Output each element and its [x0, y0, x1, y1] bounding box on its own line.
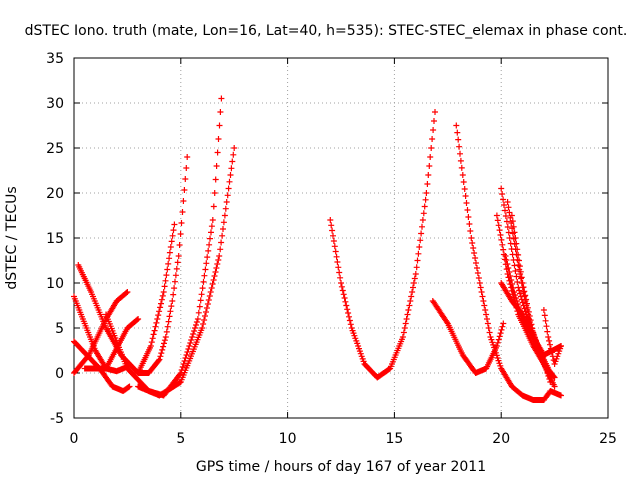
y-axis-label: dSTEC / TECUs	[4, 186, 20, 289]
x-tick-label: 15	[385, 431, 403, 447]
data-series	[540, 307, 564, 367]
series-markers	[135, 145, 238, 399]
data-series	[498, 280, 554, 385]
data-marks	[71, 95, 564, 403]
y-tick-label: 10	[46, 276, 64, 292]
y-tick-label: 5	[55, 321, 64, 337]
x-tick-label: 0	[70, 431, 79, 447]
data-series	[81, 316, 142, 372]
data-series	[135, 145, 238, 399]
y-tick-label: 30	[46, 96, 64, 112]
y-tick-label: 35	[46, 51, 64, 67]
series-markers	[71, 289, 131, 376]
x-tick-label: 20	[492, 431, 510, 447]
data-series	[71, 293, 131, 375]
x-tick-label: 10	[279, 431, 297, 447]
series-markers	[71, 293, 131, 375]
series-markers	[81, 316, 142, 372]
y-tick-label: 25	[46, 141, 64, 157]
y-tick-label: -5	[50, 411, 64, 427]
data-series	[453, 122, 564, 403]
data-series	[71, 289, 131, 376]
grid	[74, 58, 608, 418]
y-tick-label: 15	[46, 231, 64, 247]
series-markers	[327, 109, 438, 381]
data-series	[429, 298, 507, 376]
series-markers	[135, 221, 178, 376]
x-axis-label: GPS time / hours of day 167 of year 2011	[196, 459, 486, 475]
series-markers	[429, 298, 507, 376]
y-tick-label: 20	[46, 186, 64, 202]
data-series	[327, 109, 438, 381]
series-markers	[498, 280, 554, 385]
chart-title: dSTEC Iono. truth (mate, Lon=16, Lat=40,…	[25, 23, 628, 39]
series-markers	[453, 122, 564, 403]
axis-ticks: 0 5 10 15 20 25 -5 0 5 10 15 20 25 30 35	[46, 51, 617, 447]
data-series	[135, 221, 178, 376]
y-tick-label: 0	[55, 366, 64, 382]
x-tick-label: 5	[176, 431, 185, 447]
x-tick-label: 25	[599, 431, 617, 447]
series-markers	[540, 307, 564, 367]
